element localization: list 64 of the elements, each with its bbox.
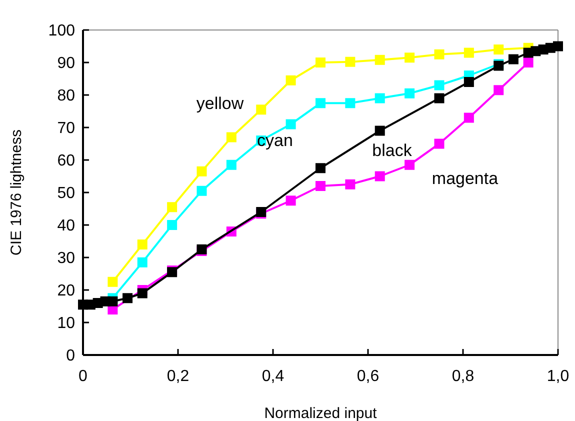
- y-tick-label: 80: [57, 88, 76, 105]
- point: [316, 181, 326, 191]
- point: [404, 52, 415, 63]
- point: [523, 58, 534, 68]
- y-axis-title: CIE 1976 lightness: [8, 130, 25, 256]
- x-tick-label: 0,8: [452, 368, 474, 385]
- point: [464, 112, 474, 123]
- point: [167, 202, 178, 212]
- point: [374, 93, 385, 104]
- point: [286, 75, 296, 86]
- y-tick-label: 100: [48, 22, 76, 40]
- point: [464, 77, 474, 87]
- point: [122, 293, 133, 304]
- point: [286, 196, 296, 206]
- y-tick-label: 40: [57, 218, 76, 235]
- series-label: magenta: [432, 168, 499, 188]
- point: [137, 240, 148, 250]
- point: [404, 160, 415, 170]
- point: [508, 54, 518, 64]
- point: [108, 276, 118, 287]
- y-tick-label: 70: [57, 120, 76, 138]
- point: [434, 138, 444, 149]
- point: [316, 163, 326, 174]
- x-tick-label: 0,2: [166, 368, 190, 385]
- point: [434, 93, 444, 104]
- x-tick-label: 0: [78, 368, 88, 385]
- point: [226, 132, 236, 142]
- y-tick-label: 10: [57, 315, 76, 332]
- point: [167, 220, 178, 230]
- point: [404, 88, 415, 98]
- x-axis-title: Normalized input: [264, 405, 378, 421]
- point: [137, 288, 148, 298]
- point: [374, 54, 385, 65]
- point: [494, 85, 504, 96]
- point: [256, 104, 266, 115]
- series-label: black: [372, 140, 412, 160]
- y-tick-label: 20: [57, 282, 76, 300]
- point: [316, 58, 326, 68]
- point: [345, 56, 356, 67]
- point: [374, 126, 385, 136]
- point: [434, 80, 444, 90]
- point: [196, 166, 207, 176]
- y-tick-label: 50: [57, 185, 76, 202]
- point: [345, 179, 356, 190]
- point: [196, 186, 207, 196]
- y-tick-label: 90: [57, 55, 76, 72]
- point: [137, 257, 148, 268]
- point: [345, 98, 356, 108]
- point: [553, 41, 563, 52]
- y-tick-label: 0: [66, 348, 76, 365]
- x-tick-label: 1,0: [546, 368, 570, 385]
- x-tick-label: 0,4: [262, 368, 284, 385]
- y-tick-label: 60: [57, 152, 76, 170]
- point: [494, 44, 504, 54]
- point: [374, 171, 385, 182]
- point: [226, 160, 236, 170]
- point: [434, 49, 444, 60]
- point: [316, 98, 326, 108]
- point: [286, 119, 296, 130]
- y-tick-label: 30: [57, 250, 76, 268]
- point: [464, 48, 474, 58]
- series-label: yellow: [196, 94, 244, 113]
- point: [108, 296, 118, 306]
- x-tick-label: 0,6: [356, 368, 380, 385]
